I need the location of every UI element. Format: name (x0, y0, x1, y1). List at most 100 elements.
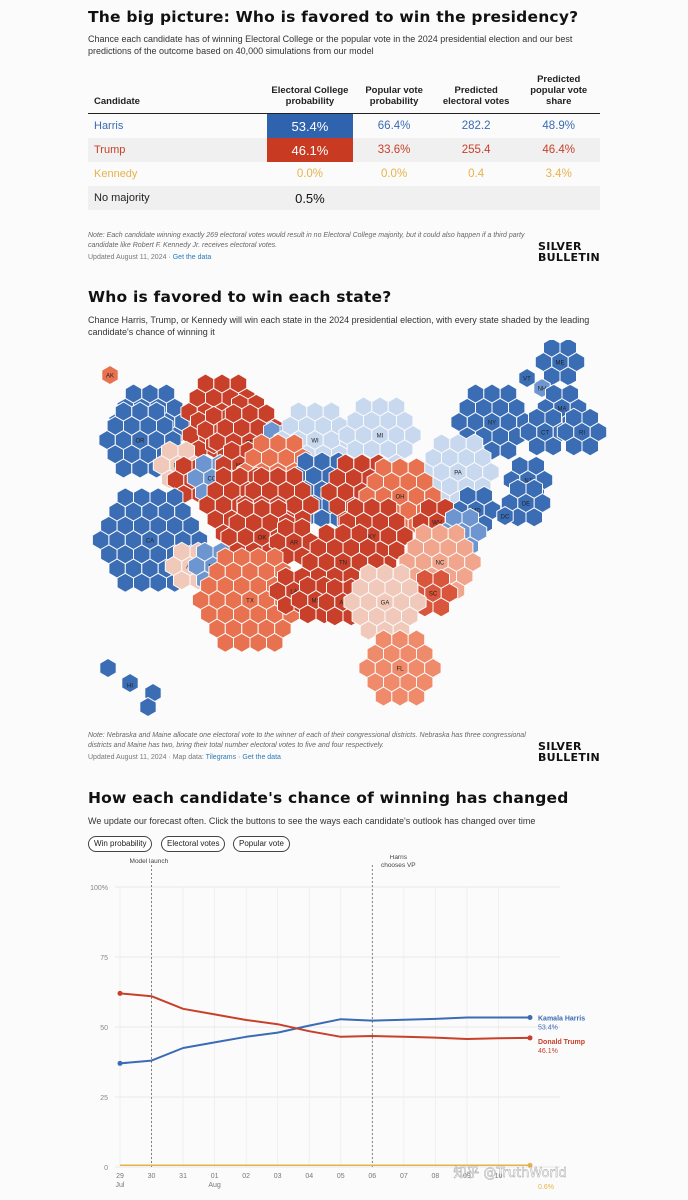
section1-title: The big picture: Who is favored to win t… (88, 8, 579, 26)
silver-bulletin-logo: SILVER BULLETIN (538, 741, 600, 763)
state-tx[interactable]: TX (191, 547, 309, 653)
series-start-point (117, 990, 123, 996)
state-label: CO (208, 477, 217, 483)
header-pv-prob: Popular vote probability (353, 72, 435, 114)
state-label: AL (339, 601, 347, 607)
row-pv-prob: 66.4% (377, 120, 411, 132)
x-tick-label: 08 (431, 1173, 439, 1180)
section2-title: Who is favored to win each state? (88, 288, 392, 306)
forecast-table: Candidate Electoral College probability … (88, 72, 600, 210)
x-tick-label: 31 (179, 1173, 187, 1180)
state-label: OR (136, 439, 146, 445)
state-label: FL (396, 667, 404, 673)
state-label: WV (432, 521, 442, 527)
row-pred-ev (434, 186, 518, 210)
win-probability-button[interactable]: Win probability (88, 836, 153, 852)
state-label: CA (146, 539, 154, 545)
state-label: NC (436, 561, 445, 567)
series-end-point (527, 1035, 533, 1041)
row-pv-prob: 33.6% (353, 138, 435, 162)
win-probability-chart: 100% 75 50 25 0 29 Jul 30 31 01 Aug 02 03 04 05 06 07 08 0… (90, 855, 585, 1191)
row-ec-prob: 53.4% (266, 113, 354, 138)
logo-line1: SILVER (538, 740, 582, 753)
state-me[interactable]: ME (534, 340, 586, 387)
section3-subtitle: We update our forecast often. Click the … (88, 816, 536, 826)
series-end-point (527, 1162, 533, 1168)
silver-bulletin-logo: SILVER BULLETIN (538, 241, 600, 263)
state-ct[interactable]: CT (519, 407, 571, 457)
header-ec-prob: Electoral College probability (266, 72, 354, 114)
header-pred-share: Predicted popular vote share (517, 72, 600, 114)
state-label: RI (579, 431, 585, 437)
row-pv-prob: 0.0% (380, 168, 408, 180)
header-candidate: Candidate (88, 72, 267, 114)
state-label: CT (541, 431, 549, 437)
section1-note: Note: Each candidate winning exactly 269… (88, 232, 525, 249)
tilegrams-link[interactable]: Tilegrams (205, 754, 237, 761)
state-ri[interactable]: RI (556, 407, 608, 457)
row-pv-prob (353, 186, 435, 210)
state-ak[interactable]: AK (101, 364, 119, 386)
state-label: TN (339, 561, 347, 567)
state-label: DE (522, 502, 530, 508)
row-name: Kennedy (94, 168, 138, 180)
y-tick-label: 50 (100, 1025, 108, 1032)
x-tick-label: 06 (368, 1173, 376, 1180)
state-hi[interactable]: HI (99, 657, 162, 718)
harris-end-name: Kamala Harris (538, 1015, 585, 1022)
model-launch-label: Model launch (130, 858, 169, 865)
harris-end-value: 53.4% (538, 1024, 558, 1031)
x-tick-label: 07 (400, 1173, 408, 1180)
electoral-votes-button[interactable]: Electoral votes (161, 836, 226, 852)
section1-updated: Updated August 11, 2024 · Get the data (88, 254, 211, 261)
state-label: AK (106, 374, 114, 380)
state-label: MI (377, 434, 384, 440)
row-ec-prob: 0.5% (266, 186, 354, 210)
vp-label-line2: chooses VP (381, 862, 416, 869)
y-tick-label: 100% (90, 885, 108, 892)
state-ar[interactable]: AR (268, 517, 320, 567)
state-label: AR (290, 541, 299, 547)
state-de[interactable]: DE (500, 478, 552, 528)
state-ga[interactable]: GA (343, 563, 427, 641)
row-name: No majority (88, 186, 267, 210)
get-data-link[interactable]: Get the data (242, 754, 281, 761)
table-row-no-majority: No majority 0.5% (88, 186, 600, 210)
row-pred-share (517, 186, 600, 210)
state-label: OK (258, 536, 267, 542)
row-pred-share: 48.9% (542, 120, 576, 132)
state-label: VT (523, 377, 531, 383)
table-row-harris: Harris 53.4% 66.4% 282.2 48.9% (88, 113, 600, 138)
series-start-point (117, 1060, 123, 1066)
trump-end-value: 46.1% (538, 1048, 558, 1055)
x-tick-label: 01 (211, 1173, 219, 1180)
state-label: OH (396, 495, 405, 501)
state-label: KY (368, 535, 376, 541)
state-label: HI (127, 684, 133, 690)
state-label: SC (429, 592, 438, 598)
state-vt[interactable]: VT (518, 367, 536, 389)
state-fl[interactable]: FL (358, 629, 442, 707)
updated-text: Updated August 11, 2024 · Map data: (88, 754, 204, 761)
get-data-link[interactable]: Get the data (172, 254, 212, 261)
popular-vote-button[interactable]: Popular vote (233, 836, 290, 852)
kennedy-end-value: 0.6% (538, 1184, 554, 1191)
x-tick-label: 03 (274, 1173, 282, 1180)
x-tick-sublabel: Jul (116, 1182, 125, 1189)
row-ec-prob: 46.1% (266, 138, 354, 162)
state-dc[interactable]: DC (496, 505, 514, 527)
x-tick-label: 10 (495, 1173, 503, 1180)
y-tick-label: 0 (104, 1165, 108, 1172)
x-tick-label: 02 (242, 1173, 250, 1180)
series-end-point (527, 1014, 533, 1020)
section2-note: Note: Nebraska and Maine allocate one el… (88, 732, 526, 749)
x-tick-label: 04 (305, 1173, 313, 1180)
row-name: Harris (94, 120, 124, 132)
section2-updated: Updated August 11, 2024 · Map data: Tile… (88, 754, 281, 761)
state-label: DC (501, 515, 510, 521)
state-label: MA (558, 407, 567, 413)
row-ec-prob: 0.0% (296, 168, 324, 180)
state-label: WI (311, 439, 319, 445)
section1-subtitle: Chance each candidate has of winning Ele… (88, 34, 573, 56)
x-tick-label: 30 (148, 1173, 156, 1180)
